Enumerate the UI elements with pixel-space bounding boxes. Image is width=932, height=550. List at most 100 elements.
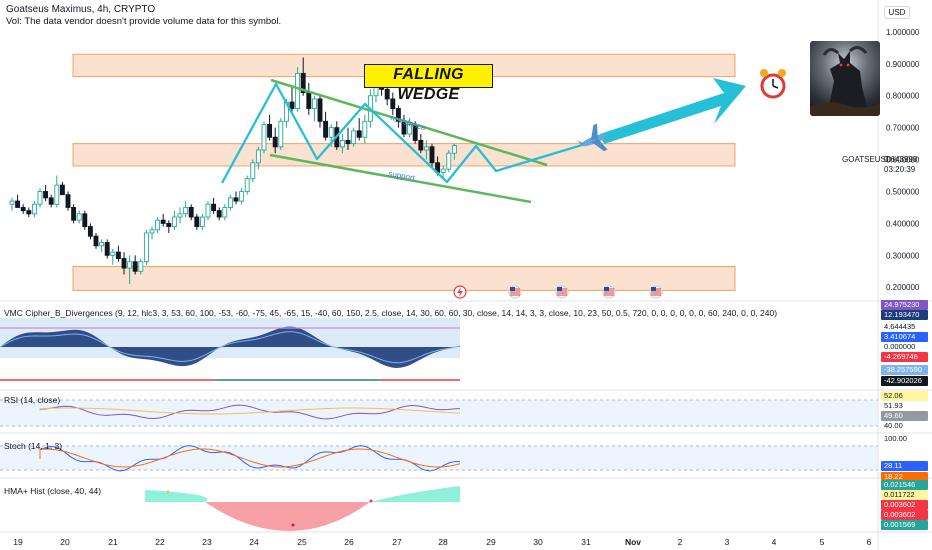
hma-dot bbox=[291, 523, 295, 527]
candle-body bbox=[143, 232, 149, 263]
clock-bell bbox=[778, 69, 786, 77]
hma-hist-positive bbox=[370, 486, 460, 502]
vmc-value-tag: 4.644435 bbox=[884, 322, 916, 331]
candle-body bbox=[54, 184, 60, 205]
symbol-title: Goatseus Maximus, 4h, CRYPTO bbox=[6, 4, 156, 15]
candle-body bbox=[171, 216, 177, 228]
flag-us-icon bbox=[508, 285, 522, 299]
candle-body bbox=[166, 222, 172, 228]
vmc-wave-area bbox=[0, 326, 460, 368]
candle-body bbox=[160, 219, 166, 224]
candle-body bbox=[451, 145, 457, 154]
candle-body bbox=[345, 139, 351, 145]
airplane-body bbox=[580, 133, 608, 147]
price-tick-label: 1.000000 bbox=[886, 28, 920, 37]
candle-body bbox=[87, 226, 93, 237]
hma-hist-negative bbox=[205, 502, 370, 531]
time-axis-label: 20 bbox=[60, 537, 70, 547]
candle-body bbox=[306, 92, 312, 109]
flag-canton bbox=[651, 287, 656, 291]
candle-body bbox=[138, 261, 144, 272]
time-axis-label: 25 bbox=[297, 537, 307, 547]
candle-body bbox=[82, 213, 88, 228]
price-zone bbox=[72, 265, 736, 291]
time-axis-label: 28 bbox=[438, 537, 448, 547]
airplane-wing bbox=[590, 123, 598, 141]
hma-value-tag: 0.001569 bbox=[881, 520, 928, 530]
time-axis-label: 6 bbox=[866, 537, 872, 547]
candle-body bbox=[407, 124, 413, 135]
candle-body bbox=[43, 191, 49, 199]
stoch-value-tag: 28.11 bbox=[881, 461, 928, 471]
flag-us-icon bbox=[602, 285, 616, 299]
candle-body bbox=[188, 206, 194, 218]
candle-body bbox=[211, 203, 217, 212]
vmc-value-tag: 3.410674 bbox=[881, 332, 928, 342]
vmc-pane-label: VMC Cipher_B_Divergences (9, 12, hlc3, 3… bbox=[4, 308, 778, 318]
stoch-value-tag: 100.00 bbox=[884, 434, 907, 443]
stoch-band bbox=[0, 446, 878, 470]
candle-body bbox=[295, 72, 301, 109]
flag-canton bbox=[604, 287, 609, 291]
candle-body bbox=[177, 213, 183, 218]
hma-value-tag: 0.003602 bbox=[881, 500, 928, 510]
vmc-value-tag: -4.269746 bbox=[881, 352, 928, 362]
vmc-value-tag: 12.193470 bbox=[881, 310, 928, 320]
rsi-value-tag: 52.06 bbox=[881, 391, 928, 401]
airplane-icon bbox=[576, 123, 608, 152]
time-axis-label: 26 bbox=[344, 537, 354, 547]
candle-body bbox=[48, 197, 54, 205]
candle-body bbox=[65, 194, 71, 208]
candle-body bbox=[71, 206, 77, 221]
candle-body bbox=[20, 206, 26, 212]
candle-body bbox=[76, 213, 82, 221]
rsi-line bbox=[39, 404, 461, 420]
symbol-tag: GOATSEUSD bbox=[842, 155, 892, 164]
candle-body bbox=[423, 146, 429, 151]
candle-body bbox=[59, 184, 65, 196]
candle-body bbox=[323, 120, 329, 138]
candle-body bbox=[446, 152, 452, 170]
last-price-tag: 0.643990 03:20:39 bbox=[884, 155, 917, 175]
candle-body bbox=[339, 139, 345, 148]
candle-body bbox=[418, 139, 424, 151]
candle-body bbox=[205, 203, 211, 218]
candle-body bbox=[121, 258, 127, 269]
candle-body bbox=[155, 219, 161, 231]
time-axis-label: Nov bbox=[624, 537, 642, 547]
candle-body bbox=[311, 98, 317, 109]
candle-body bbox=[272, 136, 278, 148]
time-axis-label: 3 bbox=[724, 537, 730, 547]
vmc-value-tag: -38.257590 bbox=[881, 365, 928, 375]
candle-body bbox=[132, 261, 138, 272]
hma-dot bbox=[369, 499, 373, 503]
candle-body bbox=[289, 101, 295, 109]
candle-body bbox=[440, 168, 446, 173]
rsi-ma-line bbox=[39, 407, 461, 415]
price-tick-label: 0.700000 bbox=[886, 124, 920, 133]
support-label: support bbox=[388, 169, 417, 183]
flag-us-icon bbox=[649, 285, 663, 299]
flag-canton bbox=[510, 287, 515, 291]
hma-dot bbox=[166, 490, 170, 494]
candle-body bbox=[429, 146, 435, 164]
stoch-d-line bbox=[39, 448, 461, 468]
goat-art-image bbox=[810, 41, 880, 116]
candle-body bbox=[222, 206, 228, 218]
candle-body bbox=[93, 235, 99, 247]
flag-canton bbox=[557, 287, 562, 291]
candle-body bbox=[278, 120, 284, 148]
time-axis-label: 19 bbox=[13, 537, 23, 547]
candle-body bbox=[250, 162, 256, 180]
clock-bell bbox=[760, 69, 768, 77]
candle-body bbox=[239, 191, 245, 202]
support-line bbox=[269, 153, 532, 204]
hma-value-tag: 0.021546 bbox=[881, 480, 928, 490]
time-axis-label: 29 bbox=[486, 537, 496, 547]
candle-body bbox=[9, 200, 15, 205]
projection-path bbox=[220, 82, 583, 184]
hma-value-tag: 0.011722 bbox=[881, 490, 928, 500]
lightning-icon bbox=[453, 285, 467, 299]
currency-button[interactable]: USD bbox=[884, 6, 910, 19]
